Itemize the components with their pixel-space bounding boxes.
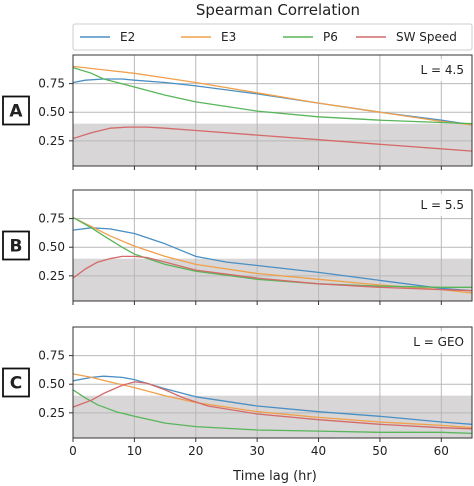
x-tick-label: 40 — [311, 444, 326, 458]
legend-label-sw-speed: SW Speed — [396, 30, 457, 44]
chart-title: Spearman Correlation — [196, 1, 360, 19]
series-line-e3 — [73, 65, 472, 126]
panel-c: 0.25 0.50 0.75 0 10 20 30 40 50 60 L = GEO C — [2, 326, 473, 458]
y-tick-label: 0.25 — [38, 269, 65, 283]
legend-label-e3: E3 — [221, 30, 236, 44]
panel-letter-a: A — [2, 95, 30, 126]
legend-frame — [72, 23, 473, 51]
x-tick-label: 30 — [250, 444, 265, 458]
x-tick-label: 60 — [434, 444, 449, 458]
svg-text:A: A — [9, 102, 23, 122]
plot-frame — [72, 189, 473, 302]
svg-text:L = 4.5: L = 4.5 — [421, 63, 464, 77]
y-tick-label: 0.75 — [38, 349, 65, 363]
x-tick-label: 50 — [372, 444, 387, 458]
x-axis-label: Time lag (hr) — [232, 469, 317, 484]
panel-a: 0.25 0.50 0.75 L = 4.5 A — [2, 54, 473, 170]
series-line-e2 — [73, 375, 472, 425]
series-line-sw-speed — [73, 126, 472, 152]
panels: 0.25 0.50 0.75 L = 4.5 A 0.25 0.50 0.75 L = 5.5 B… — [2, 54, 473, 458]
y-tick-label: 0.50 — [38, 105, 65, 119]
series-line-p6 — [73, 216, 472, 288]
series-line-p6 — [73, 389, 472, 435]
panel-b: 0.25 0.50 0.75 L = 5.5 B — [2, 189, 473, 305]
series-line-sw-speed — [73, 255, 472, 292]
x-tick-label: 10 — [127, 444, 142, 458]
shaded-band — [73, 395, 472, 438]
panel-annotation: L = 5.5 — [406, 194, 468, 216]
x-tick-label: 20 — [188, 444, 203, 458]
x-tick-label: 0 — [69, 444, 77, 458]
panel-annotation: L = 4.5 — [406, 59, 468, 81]
y-tick-label: 0.25 — [38, 134, 65, 148]
shaded-band — [73, 123, 472, 166]
y-tick-label: 0.50 — [38, 240, 65, 254]
plot-frame — [72, 54, 473, 167]
y-tick-label: 0.75 — [38, 77, 65, 91]
svg-text:C: C — [10, 374, 22, 394]
panel-letter-b: B — [2, 230, 30, 261]
y-tick-label: 0.50 — [38, 377, 65, 391]
svg-text:L = GEO: L = GEO — [413, 335, 464, 349]
legend: E2 E3 P6 SW Speed — [72, 23, 473, 51]
series-line-e2 — [73, 78, 472, 126]
legend-label-e2: E2 — [120, 30, 135, 44]
y-tick-label: 0.25 — [38, 406, 65, 420]
series-line-e2 — [73, 227, 472, 292]
y-tick-label: 0.75 — [38, 212, 65, 226]
panel-annotation: L = GEO — [406, 331, 468, 353]
legend-label-p6: P6 — [323, 30, 338, 44]
svg-text:B: B — [10, 237, 23, 257]
series-line-p6 — [73, 66, 472, 125]
svg-text:L = 5.5: L = 5.5 — [421, 198, 464, 212]
plot-frame — [72, 326, 473, 439]
series-line-sw-speed — [73, 381, 472, 430]
panel-letter-c: C — [2, 367, 30, 398]
